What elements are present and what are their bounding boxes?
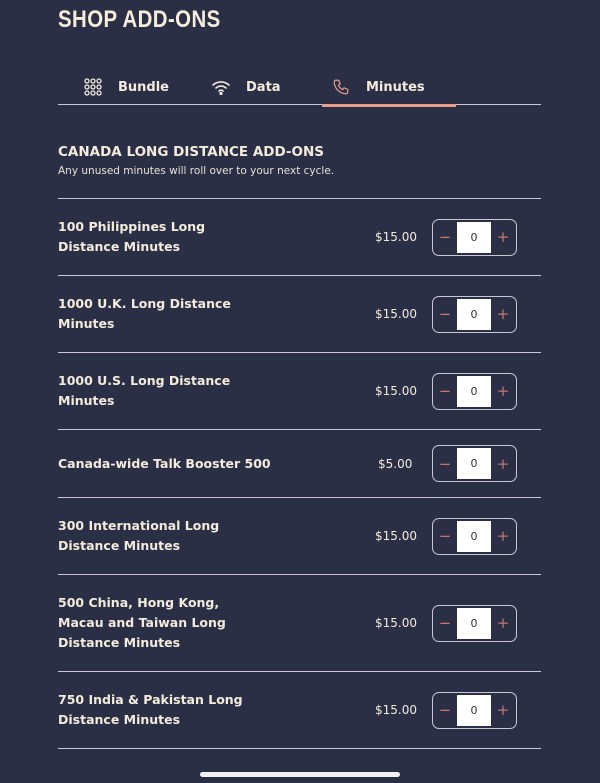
- quantity-input[interactable]: 0: [457, 448, 491, 479]
- tab-label: Minutes: [366, 79, 425, 95]
- quantity-stepper: −0 +: [432, 372, 517, 410]
- decrement-button[interactable]: −: [438, 527, 452, 545]
- decrement-button[interactable]: −: [438, 228, 452, 246]
- item-name: 100 Philippines Long Distance Minutes: [58, 219, 206, 254]
- item-name: Canada-wide Talk Booster 500: [58, 455, 271, 471]
- increment-button[interactable]: +: [496, 454, 510, 473]
- tab-bundle[interactable]: Bundle: [82, 70, 169, 104]
- addon-list: 100 Philippines Long Distance Minutes $1…: [58, 198, 541, 749]
- list-item: Canada-wide Talk Booster 500 $5.00 −0 +: [58, 430, 541, 498]
- increment-button[interactable]: +: [496, 305, 510, 323]
- decrement-button[interactable]: −: [438, 701, 452, 719]
- list-item: 300 International Long Distance Minutes …: [58, 498, 541, 575]
- list-item: 1000 U.S. Long Distance Minutes $15.00 −…: [58, 353, 541, 430]
- tab-minutes[interactable]: Minutes: [322, 70, 456, 107]
- item-name: 1000 U.K. Long Distance Minutes: [58, 296, 231, 331]
- item-name: 500 China, Hong Kong, Macau and Taiwan L…: [58, 595, 226, 650]
- quantity-stepper: −0 +: [432, 218, 517, 256]
- item-name: 1000 U.S. Long Distance Minutes: [58, 373, 231, 408]
- increment-button[interactable]: +: [496, 228, 510, 246]
- item-price: $15.00: [375, 703, 417, 717]
- item-price: $15.00: [375, 230, 417, 244]
- quantity-input[interactable]: 0: [457, 694, 491, 726]
- increment-button[interactable]: +: [496, 527, 510, 545]
- quantity-stepper: −0 +: [432, 517, 517, 555]
- item-price: $15.00: [375, 384, 417, 398]
- home-indicator[interactable]: [200, 772, 400, 777]
- quantity-stepper: −0 +: [432, 604, 517, 642]
- item-price: $15.00: [375, 616, 417, 630]
- quantity-input[interactable]: 0: [457, 221, 491, 253]
- wifi-icon: [210, 76, 232, 98]
- item-name: 750 India & Pakistan Long Distance Minut…: [58, 692, 243, 727]
- decrement-button[interactable]: −: [438, 382, 452, 400]
- quantity-input[interactable]: 0: [457, 607, 491, 639]
- item-price: $15.00: [375, 529, 417, 543]
- quantity-input[interactable]: 0: [457, 520, 491, 552]
- increment-button[interactable]: +: [496, 382, 510, 400]
- list-item: 750 India & Pakistan Long Distance Minut…: [58, 672, 541, 749]
- decrement-button[interactable]: −: [438, 614, 452, 632]
- tab-bar: Bundle Data Minutes: [58, 70, 541, 107]
- increment-button[interactable]: +: [496, 701, 510, 719]
- quantity-input[interactable]: 0: [457, 375, 491, 407]
- decrement-button[interactable]: −: [438, 305, 452, 323]
- increment-button[interactable]: +: [496, 614, 510, 632]
- item-price: $15.00: [375, 307, 417, 321]
- tab-data[interactable]: Data: [210, 70, 281, 104]
- quantity-stepper: −0 +: [432, 445, 517, 482]
- phone-icon: [330, 76, 352, 98]
- item-name: 300 International Long Distance Minutes: [58, 518, 220, 553]
- quantity-input[interactable]: 0: [457, 298, 491, 330]
- tab-label: Bundle: [118, 79, 169, 95]
- tab-label: Data: [246, 79, 281, 95]
- list-item: 500 China, Hong Kong, Macau and Taiwan L…: [58, 575, 541, 672]
- page-title: SHOP ADD-ONS: [58, 6, 221, 33]
- quantity-stepper: −0 +: [432, 691, 517, 729]
- list-item: 100 Philippines Long Distance Minutes $1…: [58, 199, 541, 276]
- quantity-stepper: −0 +: [432, 295, 517, 333]
- item-price: $5.00: [378, 456, 413, 471]
- list-item: 1000 U.K. Long Distance Minutes $15.00 −…: [58, 276, 541, 353]
- grid-dots-icon: [82, 76, 104, 98]
- section-title: CANADA LONG DISTANCE ADD-ONS: [58, 144, 325, 160]
- section-subtitle: Any unused minutes will roll over to you…: [58, 165, 335, 177]
- decrement-button[interactable]: −: [438, 454, 452, 473]
